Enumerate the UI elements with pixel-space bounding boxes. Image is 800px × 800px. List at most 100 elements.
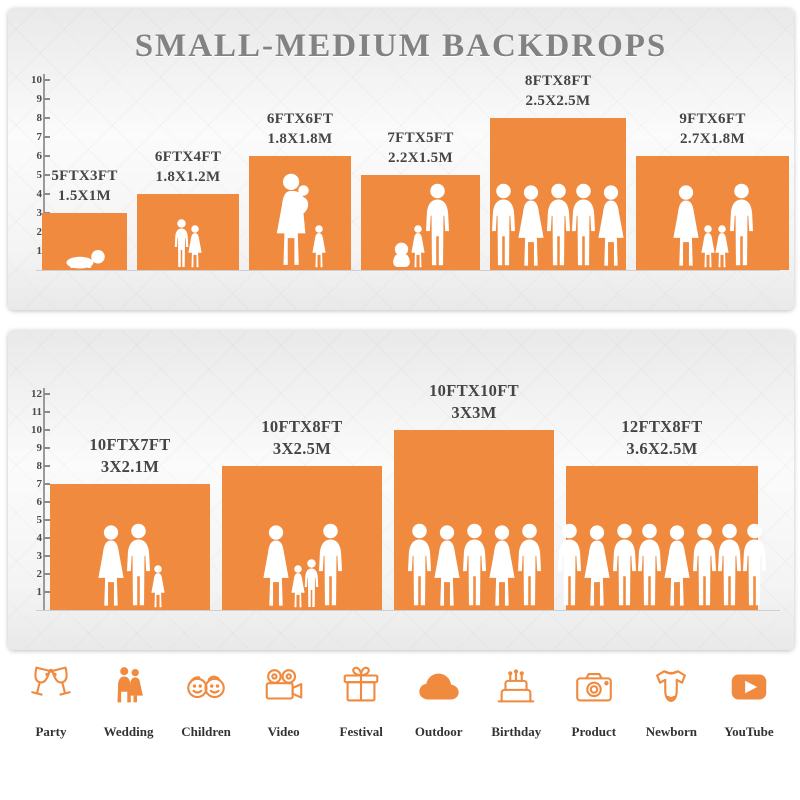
person-silhouette — [425, 183, 449, 266]
people-silhouettes — [557, 523, 767, 609]
ruler-tick-label: 10 — [31, 74, 42, 86]
ruler-tick-label: 3 — [36, 207, 43, 219]
backdrop-rect — [394, 430, 554, 610]
person-silhouette — [664, 525, 690, 606]
person-silhouette — [673, 185, 699, 266]
person-silhouette — [571, 183, 595, 266]
person-silhouette — [276, 173, 309, 265]
ruler-tick-10: 10 — [14, 74, 50, 86]
ruler-tick-12: 12 — [14, 388, 50, 400]
backdrop-6ftx6ft: 6FTX6FT 1.8X1.8M — [249, 110, 351, 270]
category-newborn: Newborn — [634, 664, 708, 740]
category-birthday: Birthday — [479, 664, 553, 740]
party-icon — [28, 664, 74, 715]
person-silhouette — [187, 225, 202, 268]
ruler-tick-mark — [44, 155, 50, 157]
ruler-tick-8: 8 — [14, 460, 50, 472]
people-silhouettes — [50, 523, 210, 609]
backdrop-10ftx10ft: 10FTX10FT 3X3M — [394, 380, 554, 610]
backdrop-size-label: 6FTX4FT 1.8X1.2M — [154, 149, 222, 185]
ruler-tick-label: 7 — [36, 131, 43, 143]
backdrop-rect — [249, 156, 351, 270]
baseline — [36, 610, 780, 611]
person-silhouette — [546, 183, 570, 266]
ruler-tick-label: 9 — [36, 442, 43, 454]
people-silhouettes — [394, 523, 554, 609]
person-silhouette — [410, 225, 425, 268]
ruler-tick-mark — [44, 519, 50, 521]
ruler-tick-label: 9 — [36, 93, 43, 105]
category-wedding: Wedding — [92, 664, 166, 740]
person-silhouette — [517, 523, 541, 606]
ruler-tick-4: 4 — [14, 532, 50, 544]
baseline — [36, 270, 780, 271]
people-silhouettes — [361, 183, 480, 269]
category-label: Video — [267, 724, 300, 739]
ruler-tick-7: 7 — [14, 131, 50, 143]
ruler-tick-label: 1 — [36, 245, 43, 257]
ruler-axis — [43, 388, 45, 610]
ruler-tick-7: 7 — [14, 478, 50, 490]
backdrop-rect — [636, 156, 789, 270]
page-title: SMALL-MEDIUM BACKDROPS — [134, 28, 668, 64]
category-label: YouTube — [724, 724, 774, 739]
large-backdrops-panel: 1 2 3 4 5 6 7 8 9 10 11 12 10FTX7FT 3X2.1M 10FTX8FT 3X… — [8, 330, 794, 650]
person-silhouette — [557, 523, 582, 606]
ruler-tick-mark — [44, 465, 50, 467]
person-silhouette — [517, 185, 544, 266]
backdrop-rect — [222, 466, 382, 610]
birthday-icon — [493, 664, 539, 715]
ruler-tick-3: 3 — [14, 550, 50, 562]
person-silhouette — [407, 523, 431, 606]
backdrop-rect — [557, 466, 767, 610]
ruler-tick-4: 4 — [14, 188, 50, 200]
backdrop-6ftx4ft: 6FTX4FT 1.8X1.2M — [137, 148, 239, 270]
backdrop-row: 5FTX3FT 1.5X1M 6FTX4FT 1.8X1.2M 6FTX6FT 1.8X1… — [42, 72, 789, 270]
category-youtube: YouTube — [712, 664, 786, 740]
backdrop-size-label: 10FTX8FT 3X2.5M — [261, 417, 343, 458]
children-icon — [183, 664, 229, 715]
ruler-tick-label: 6 — [36, 496, 43, 508]
category-icon-row: Party Wedding Children Video Festival Outdoor… — [14, 664, 786, 740]
ruler-tick-label: 5 — [36, 514, 43, 526]
category-label: Outdoor — [414, 724, 463, 739]
backdrop-9ftx6ft: 9FTX6FT 2.7X1.8M — [636, 110, 789, 270]
category-children: Children — [169, 664, 243, 740]
wedding-icon — [106, 664, 152, 715]
ruler-tick-1: 1 — [14, 586, 50, 598]
ruler-tick-10: 10 — [14, 424, 50, 436]
category-label: Party — [35, 724, 67, 739]
person-silhouette — [491, 183, 515, 266]
person-silhouette — [150, 565, 165, 608]
person-silhouette — [597, 185, 624, 266]
backdrop-rect — [361, 175, 480, 270]
backdrop-size-label: 7FTX5FT 2.2X1.5M — [387, 130, 454, 166]
ruler-tick-6: 6 — [14, 150, 50, 162]
backdrop-size-label: 12FTX8FT 3.6X2.5M — [621, 417, 703, 458]
backdrop-size-label: 10FTX10FT 3X3M — [429, 381, 519, 422]
ruler-tick-mark — [44, 411, 50, 413]
ruler-tick-label: 2 — [36, 226, 43, 238]
person-silhouette — [612, 523, 637, 606]
ruler-tick-mark — [44, 573, 50, 575]
backdrop-rect — [137, 194, 239, 270]
ruler-tick-label: 8 — [36, 112, 43, 124]
category-label: Wedding — [103, 724, 154, 739]
category-label: Children — [181, 724, 231, 739]
backdrop-10ftx7ft: 10FTX7FT 3X2.1M — [50, 434, 210, 610]
ruler-tick-mark — [44, 447, 50, 449]
people-silhouettes — [249, 173, 351, 269]
ruler-tick-label: 4 — [36, 532, 43, 544]
ruler-axis — [43, 74, 45, 270]
height-ruler: 1 2 3 4 5 6 7 8 9 10 11 12 — [14, 330, 50, 650]
backdrop-row: 10FTX7FT 3X2.1M 10FTX8FT 3X2.5M 10FTX10FT 3X3… — [50, 380, 767, 610]
ruler-tick-label: 5 — [36, 169, 43, 181]
category-outdoor: Outdoor — [402, 664, 476, 740]
newborn-icon — [648, 664, 694, 715]
category-label: Festival — [339, 724, 383, 739]
ruler-tick-mark — [44, 501, 50, 503]
small-medium-backdrops-panel: SMALL-MEDIUM BACKDROPS 1 2 3 4 5 6 7 8 9 10 5FTX3… — [8, 8, 794, 310]
category-label: Product — [571, 724, 617, 739]
ruler-tick-mark — [44, 117, 50, 119]
